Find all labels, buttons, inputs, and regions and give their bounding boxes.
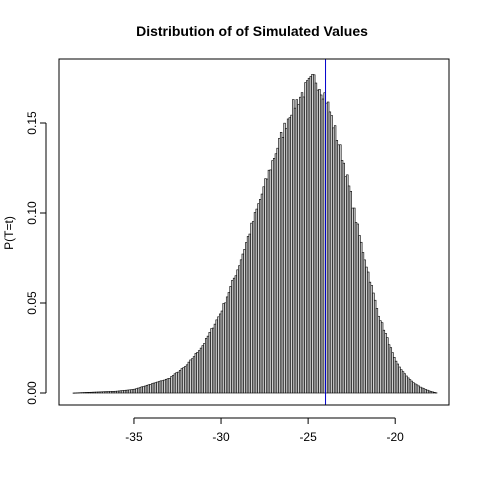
histogram-bars [73, 74, 437, 393]
x-axis: -35 -30 -25 -20 [125, 418, 404, 444]
x-tick-label: -20 [387, 430, 405, 444]
y-tick-label: 0.05 [25, 291, 39, 315]
x-tick-label: -35 [125, 430, 143, 444]
x-tick-label: -25 [299, 430, 317, 444]
x-tick-label: -30 [212, 430, 230, 444]
y-tick-label: 0.10 [25, 201, 39, 225]
y-axis-label: P(T=t) [2, 216, 16, 250]
y-axis: 0.00 0.05 0.10 0.15 [25, 111, 46, 405]
chart-title: Distribution of of Simulated Values [136, 23, 368, 39]
y-tick-label: 0.00 [25, 381, 39, 405]
y-tick-label: 0.15 [25, 111, 39, 135]
